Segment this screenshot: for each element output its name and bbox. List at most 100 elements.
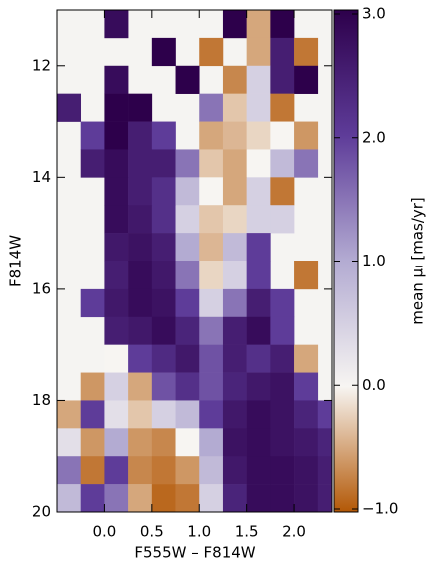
heatmap-cell — [128, 261, 153, 290]
heatmap-cell — [246, 400, 271, 429]
colorbar-tick-label: −1.0 — [362, 500, 398, 518]
heatmap-cell — [294, 484, 319, 512]
heatmap-cell — [270, 344, 295, 373]
heatmap-cell — [317, 484, 332, 512]
heatmap-cell — [246, 10, 271, 39]
heatmap-cell — [270, 10, 295, 39]
heatmap-cell — [270, 121, 295, 150]
heatmap-cell — [317, 456, 332, 485]
heatmap-cell — [104, 177, 129, 206]
heatmap-cell — [151, 121, 176, 150]
heatmap-cell — [128, 205, 153, 234]
heatmap-cell — [246, 456, 271, 485]
heatmap-cell — [246, 65, 271, 94]
heatmap-cell — [104, 456, 129, 485]
heatmap-cell — [199, 372, 224, 401]
heatmap-cell — [128, 456, 153, 485]
heatmap-cell — [199, 37, 224, 67]
heatmap-cell — [175, 456, 200, 485]
heatmap-cell — [175, 177, 200, 206]
heatmap-cell — [57, 93, 82, 122]
heatmap-cell — [151, 428, 176, 457]
colorbar-label: mean μₗ [mas/yr] — [409, 197, 427, 325]
y-tick-label: 18 — [32, 391, 51, 409]
plot-frame — [56, 9, 333, 513]
heatmap-cell — [80, 400, 105, 429]
heatmap-cell — [199, 428, 224, 457]
heatmap-cell — [246, 149, 271, 178]
heatmap-cell — [128, 93, 153, 122]
heatmap-cell — [104, 93, 129, 122]
heatmap-cell — [199, 344, 224, 373]
x-tick-label: 1.5 — [235, 523, 259, 541]
heatmap-cell — [128, 400, 153, 429]
heatmap-cell — [246, 261, 271, 290]
heatmap-cell — [222, 428, 247, 457]
heatmap-cell — [246, 93, 271, 122]
heatmap-cell — [104, 10, 129, 39]
heatmap-cell — [175, 372, 200, 401]
heatmap-cell — [270, 316, 295, 345]
heatmap-cell — [199, 261, 224, 290]
heatmap-cell — [222, 149, 247, 178]
heatmap-cell — [175, 205, 200, 234]
heatmap-cell — [294, 372, 319, 401]
heatmap-cell — [128, 316, 153, 345]
y-tick-label: 14 — [32, 168, 51, 186]
heatmap-cell — [175, 484, 200, 512]
heatmap-cell — [222, 121, 247, 150]
heatmap-cell — [151, 37, 176, 67]
heatmap-cell — [80, 149, 105, 178]
heatmap-cell — [104, 205, 129, 234]
heatmap-cell — [80, 428, 105, 457]
heatmap-cell — [246, 316, 271, 345]
heatmap-cell — [104, 233, 129, 262]
heatmap-cell — [199, 400, 224, 429]
heatmap-cell — [175, 149, 200, 178]
heatmap-cell — [128, 149, 153, 178]
heatmap-cell — [104, 400, 129, 429]
heatmap-cell — [128, 288, 153, 318]
colorbar-tick-label: 0.0 — [362, 376, 386, 394]
heatmap-cell — [104, 261, 129, 290]
heatmap-cell — [317, 400, 332, 429]
heatmap-cell — [128, 233, 153, 262]
heatmap-cell — [270, 288, 295, 318]
heatmap-cell — [175, 288, 200, 318]
heatmap-cell — [128, 121, 153, 150]
heatmap-cell — [222, 261, 247, 290]
heatmap-cell — [104, 344, 129, 373]
y-tick-label: 20 — [32, 503, 51, 521]
heatmap-cell — [175, 344, 200, 373]
heatmap-cell — [222, 233, 247, 262]
heatmap-cell — [270, 456, 295, 485]
heatmap-cell — [222, 288, 247, 318]
heatmap-cell — [294, 344, 319, 373]
heatmap-cell — [57, 428, 82, 457]
heatmap-cell — [128, 177, 153, 206]
heatmap-cell — [222, 372, 247, 401]
heatmap-cell — [104, 316, 129, 345]
colorbar-tick-label: 3.0 — [362, 5, 386, 23]
heatmap-cell — [294, 149, 319, 178]
heatmap-cell — [199, 177, 224, 206]
y-axis-label: F814W — [7, 235, 25, 287]
heatmap-cell — [104, 372, 129, 401]
heatmap-cell — [104, 484, 129, 512]
heatmap-cell — [246, 121, 271, 150]
x-tick-label: 0.5 — [140, 523, 164, 541]
heatmap-cell — [151, 177, 176, 206]
heatmap-cell — [199, 205, 224, 234]
heatmap-cell — [294, 121, 319, 150]
heatmap-cell — [294, 37, 319, 67]
heatmap-cell — [175, 65, 200, 94]
x-tick-label: 1.0 — [187, 523, 211, 541]
heatmap-cell — [222, 93, 247, 122]
heatmap-cell — [151, 344, 176, 373]
heatmap-cell — [246, 37, 271, 67]
heatmap-cell — [151, 149, 176, 178]
heatmap-cell — [151, 233, 176, 262]
heatmap-cell — [104, 288, 129, 318]
heatmap-cell — [199, 316, 224, 345]
heatmap-cell — [151, 205, 176, 234]
